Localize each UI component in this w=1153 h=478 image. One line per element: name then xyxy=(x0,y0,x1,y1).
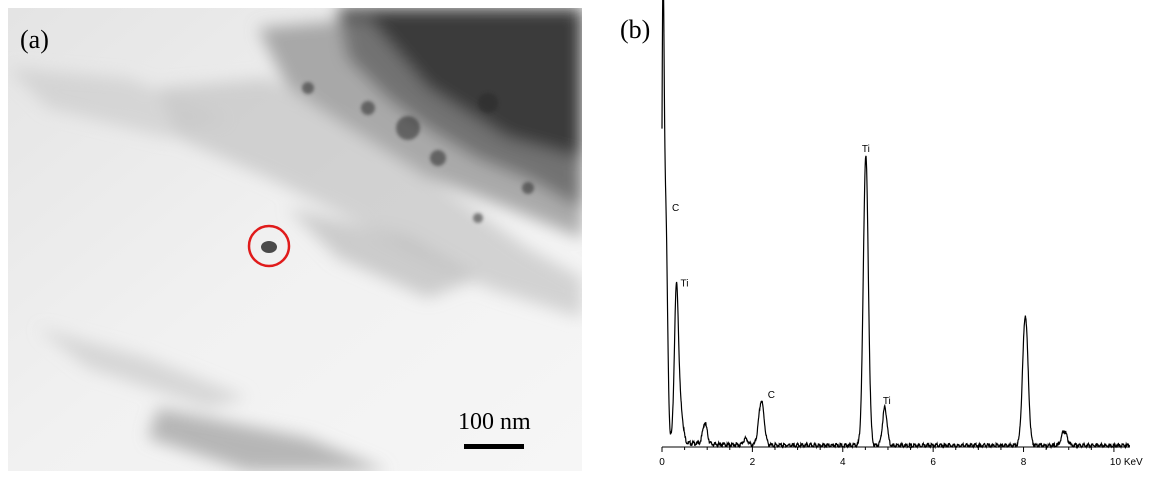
x-tick-label: 8 xyxy=(1021,457,1027,468)
peak-label: C xyxy=(672,203,679,214)
peak-annotations: C Ti C Ti Ti xyxy=(672,144,891,407)
x-axis: 0 2 4 6 8 10 KeV xyxy=(659,446,1143,468)
x-tick-label: 0 xyxy=(659,457,665,468)
eds-spectrum-chart: (b) 0 2 4 6 8 10 KeV C Ti C Ti Ti xyxy=(620,0,1143,468)
panel-a-label: (a) xyxy=(20,25,49,54)
spectrum-trace xyxy=(661,0,1131,450)
panel-b-label: (b) xyxy=(620,15,650,44)
eds-spectrum-panel: (b) 0 2 4 6 8 10 KeV C Ti C Ti Ti xyxy=(600,0,1153,473)
scale-bar-label: 100 nm xyxy=(458,409,531,435)
particle-highlight-circle xyxy=(247,224,291,268)
peak-label: Ti xyxy=(883,396,891,407)
x-tick-label: 10 KeV xyxy=(1110,457,1143,468)
tem-micrograph: (a) 100 nm xyxy=(8,8,582,471)
x-tick-label: 4 xyxy=(840,457,846,468)
peak-label: C xyxy=(768,390,775,401)
scale-bar xyxy=(464,444,524,449)
peak-label: Ti xyxy=(862,144,870,155)
tem-micrograph-panel: (a) 100 nm xyxy=(8,8,582,471)
spectrum-line xyxy=(661,0,1131,450)
x-tick-label: 6 xyxy=(930,457,936,468)
particle xyxy=(261,241,277,253)
peak-label: Ti xyxy=(680,279,688,290)
x-tick-label: 2 xyxy=(750,457,756,468)
